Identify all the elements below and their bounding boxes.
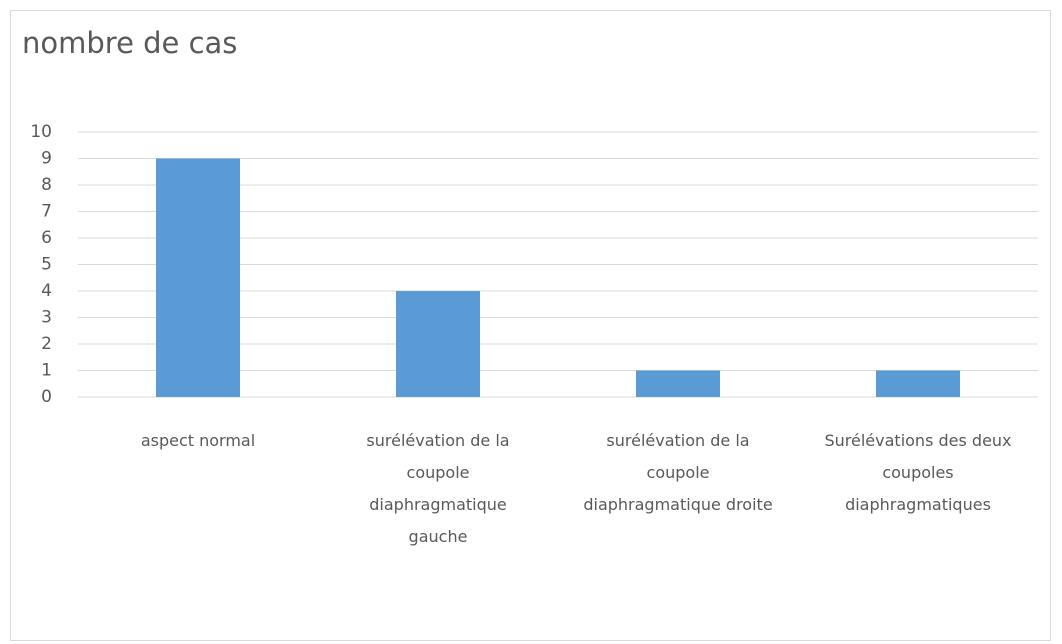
x-tick-label: Surélévations des deux coupoles diaphrag… — [824, 431, 1012, 514]
y-tick-label: 4 — [41, 281, 52, 301]
bar — [876, 370, 960, 397]
y-tick-label: 7 — [41, 202, 52, 222]
y-tick-label: 6 — [41, 228, 52, 248]
y-tick-label: 8 — [41, 175, 52, 195]
chart-title: nombre de cas — [22, 26, 237, 60]
y-tick-label: 9 — [41, 149, 52, 169]
y-tick-label: 5 — [41, 255, 52, 275]
x-tick-label: surélévation de la coupole diaphragmatiq… — [583, 431, 773, 514]
y-tick-label: 1 — [41, 361, 52, 381]
bar — [156, 158, 240, 397]
x-tick-label: surélévation de la coupole diaphragmatiq… — [366, 431, 510, 546]
y-tick-label: 2 — [41, 334, 52, 354]
x-tick-label: aspect normal — [140, 431, 256, 450]
bar — [636, 370, 720, 397]
bar — [396, 291, 480, 397]
y-tick-label: 10 — [30, 122, 52, 142]
y-tick-label: 3 — [41, 308, 52, 328]
y-tick-label: 0 — [41, 387, 52, 407]
